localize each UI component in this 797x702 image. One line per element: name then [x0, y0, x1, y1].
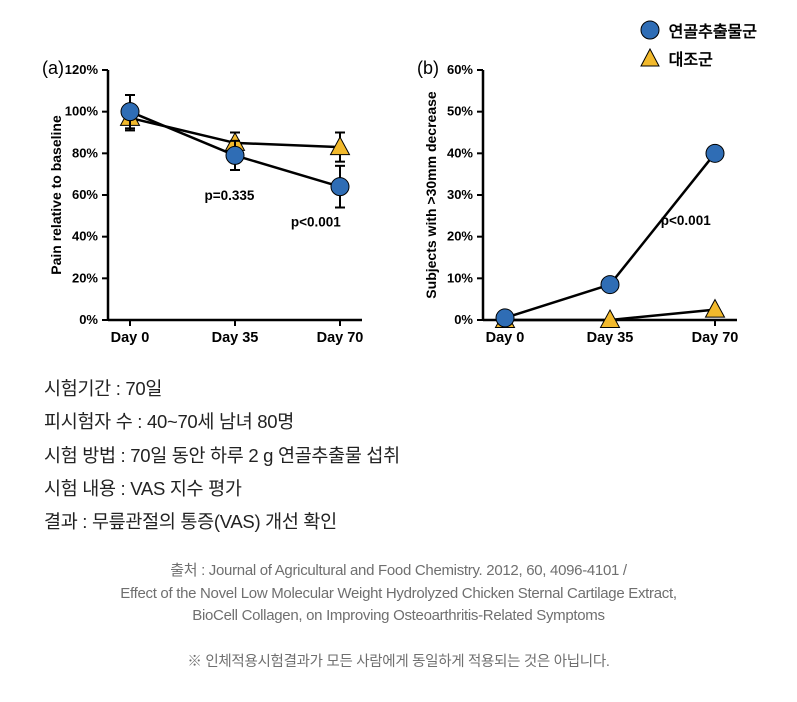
- chart-a: (a) Pain relative to baseline 0%20%40%60…: [30, 50, 395, 360]
- svg-text:0%: 0%: [79, 312, 98, 327]
- svg-text:Day 70: Day 70: [692, 330, 739, 346]
- detail-line: 결과 : 무릎관절의 통증(VAS) 개선 확인: [44, 505, 400, 538]
- svg-text:Day 35: Day 35: [587, 330, 634, 346]
- legend-label: 연골추출물군: [669, 18, 757, 42]
- chart-b: (b) Subjects with >30mm decrease 0%10%20…: [405, 50, 770, 360]
- charts-row: (a) Pain relative to baseline 0%20%40%60…: [30, 50, 770, 360]
- circle-marker-icon: [639, 19, 661, 41]
- plot-area-b: Subjects with >30mm decrease 0%10%20%30%…: [483, 70, 743, 320]
- svg-text:Day 35: Day 35: [212, 330, 259, 346]
- svg-text:p<0.001: p<0.001: [291, 214, 341, 229]
- y-axis-label: Subjects with >30mm decrease: [423, 91, 439, 298]
- detail-line: 시험 내용 : VAS 지수 평가: [44, 472, 400, 505]
- svg-text:Day 70: Day 70: [317, 330, 364, 346]
- svg-text:120%: 120%: [65, 62, 99, 77]
- y-axis-label: Pain relative to baseline: [48, 115, 64, 275]
- svg-text:40%: 40%: [72, 229, 98, 244]
- svg-text:10%: 10%: [447, 270, 473, 285]
- detail-line: 시험 방법 : 70일 동안 하루 2 g 연골추출물 섭취: [44, 439, 400, 472]
- svg-text:20%: 20%: [72, 270, 98, 285]
- svg-text:80%: 80%: [72, 145, 98, 160]
- plot-area-a: Pain relative to baseline 0%20%40%60%80%…: [108, 70, 368, 320]
- svg-text:100%: 100%: [65, 104, 99, 119]
- legend-item-series1: 연골추출물군: [639, 18, 757, 42]
- disclaimer: ※ 인체적용시험결과가 모든 사람에게 동일하게 적용되는 것은 아닙니다.: [0, 650, 797, 671]
- detail-line: 피시험자 수 : 40~70세 남녀 80명: [44, 405, 400, 438]
- svg-text:Day 0: Day 0: [486, 330, 525, 346]
- citation-line: Effect of the Novel Low Molecular Weight…: [0, 583, 797, 606]
- svg-text:50%: 50%: [447, 104, 473, 119]
- chart-b-svg: 0%10%20%30%40%50%60%Day 0Day 35Day 70p<0…: [483, 70, 743, 320]
- svg-text:60%: 60%: [447, 62, 473, 77]
- svg-text:40%: 40%: [447, 145, 473, 160]
- citation: 출처 : Journal of Agricultural and Food Ch…: [0, 560, 797, 628]
- detail-line: 시험기간 : 70일: [44, 372, 400, 405]
- panel-label-b: (b): [417, 58, 439, 79]
- panel-label-a: (a): [42, 58, 64, 79]
- svg-text:Day 0: Day 0: [111, 330, 150, 346]
- svg-text:0%: 0%: [454, 312, 473, 327]
- citation-line: 출처 : Journal of Agricultural and Food Ch…: [0, 560, 797, 583]
- svg-text:60%: 60%: [72, 187, 98, 202]
- svg-text:20%: 20%: [447, 229, 473, 244]
- chart-a-svg: 0%20%40%60%80%100%120%Day 0Day 35Day 70p…: [108, 70, 368, 320]
- svg-text:30%: 30%: [447, 187, 473, 202]
- citation-line: BioCell Collagen, on Improving Osteoarth…: [0, 605, 797, 628]
- study-details: 시험기간 : 70일 피시험자 수 : 40~70세 남녀 80명 시험 방법 …: [44, 372, 400, 538]
- svg-text:p<0.001: p<0.001: [661, 213, 711, 228]
- svg-text:p=0.335: p=0.335: [205, 188, 255, 203]
